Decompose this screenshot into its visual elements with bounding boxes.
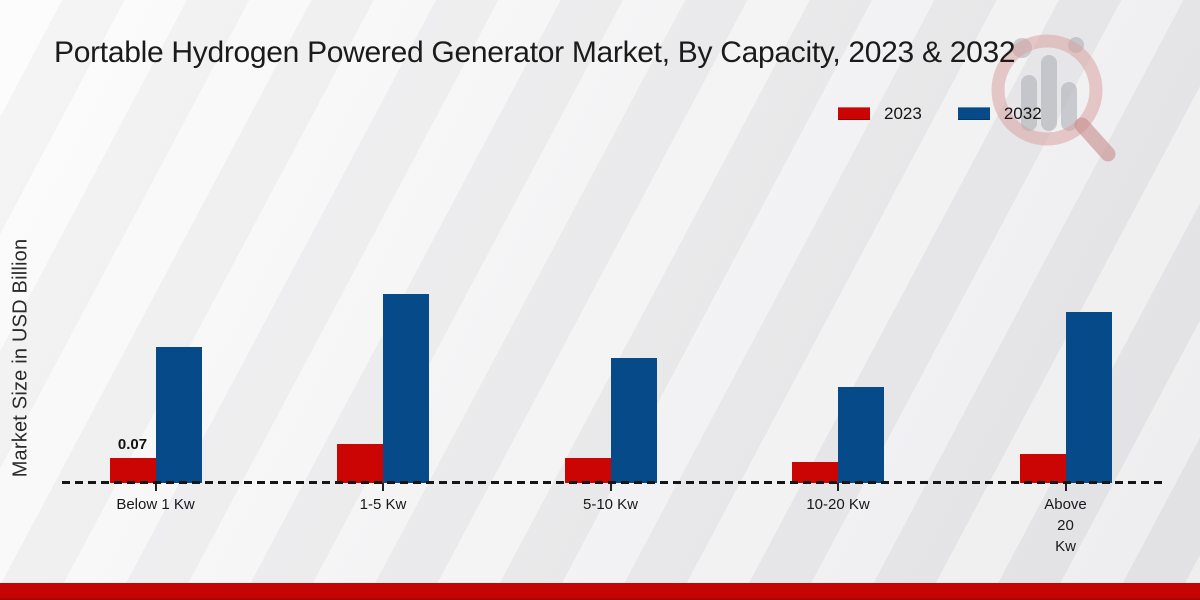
bar-2032-1-5-kw [383,294,429,483]
legend-swatch-2023 [838,107,870,120]
bar-2023-below-1-kw [109,458,156,483]
bar-2023-above-20-kw [1019,454,1066,483]
x-axis-line [62,481,1163,484]
legend: 2023 2032 [838,105,1042,122]
legend-label-2032: 2032 [1003,104,1042,123]
bar-2032-above-20-kw [1065,312,1112,483]
x-axis-tick [154,483,157,491]
bar-2032-below-1-kw [155,347,202,483]
x-axis-tick [609,483,612,491]
legend-swatch-2032 [957,107,990,120]
bar-2032-5-10-kw [610,358,657,483]
x-axis-label-10-20-kw: 10-20 Kw [806,496,870,513]
x-axis-tick [837,483,839,491]
x-axis-label-below-1-kw: Below 1 Kw [116,496,195,513]
x-axis-label-5-10-kw: 5-10 Kw [582,496,639,513]
footer-accent-bar [0,583,1200,600]
x-axis-label-above-20-kw: Above 20 Kw [1044,496,1087,555]
x-axis-tick [382,483,384,491]
x-axis-tick [1064,483,1067,491]
bar-2023-10-20-kw [792,462,838,483]
y-axis-title: Market Size in USD Billion [9,238,32,478]
x-axis-label-1-5-kw: 1-5 Kw [359,496,407,513]
bar-2023-1-5-kw [337,444,383,483]
bar-2023-5-10-kw [564,458,611,483]
legend-item-2023: 2023 [838,105,922,122]
legend-item-2032: 2032 [957,104,1042,123]
bar-2032-10-20-kw [838,387,884,483]
magnifier-bar-chart-logo-icon [991,34,1116,162]
chart-title: Portable Hydrogen Powered Generator Mark… [54,36,1016,69]
legend-label-2023: 2023 [884,104,922,123]
data-label-0-07: 0.07 [117,436,148,453]
